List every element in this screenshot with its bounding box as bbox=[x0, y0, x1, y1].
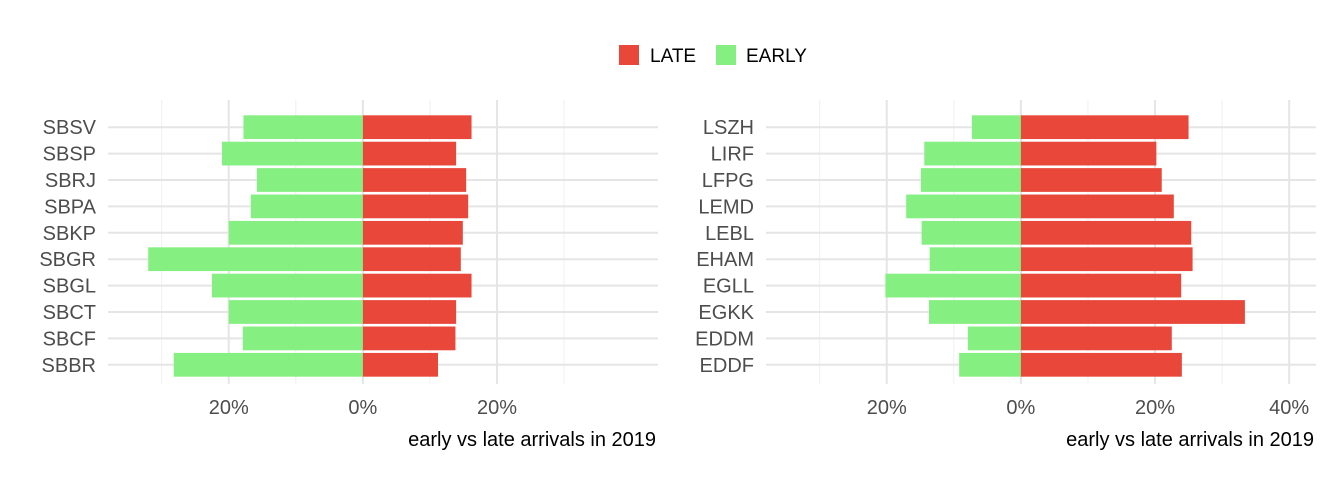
bar-early-eham bbox=[929, 247, 1021, 272]
category-label: EGLL bbox=[703, 276, 754, 298]
x-tick-label: 20% bbox=[477, 397, 517, 419]
category-label: LEMD bbox=[698, 196, 754, 218]
x-axis-title: early vs late arrivals in 2019 bbox=[408, 429, 656, 451]
category-label: SBPA bbox=[44, 196, 97, 218]
category-label: SBRJ bbox=[45, 170, 96, 192]
bar-late-sbrj bbox=[362, 168, 467, 192]
bar-late-eham bbox=[1020, 247, 1193, 272]
category-label: EGKK bbox=[698, 302, 754, 324]
bar-late-eddf bbox=[1020, 352, 1182, 377]
bar-early-lfpg bbox=[920, 168, 1021, 192]
legend-swatch-early bbox=[716, 45, 736, 65]
bar-early-sbgl bbox=[211, 273, 363, 298]
bar-late-lfpg bbox=[1020, 168, 1162, 192]
x-axis-title: early vs late arrivals in 2019 bbox=[1066, 429, 1314, 451]
category-label: SBCT bbox=[43, 302, 96, 324]
x-tick-label: 40% bbox=[1269, 397, 1309, 419]
x-tick-label: 20% bbox=[1135, 397, 1175, 419]
bar-early-sbsp bbox=[222, 141, 363, 166]
bar-late-sbsp bbox=[362, 141, 457, 166]
bar-late-lebl bbox=[1020, 220, 1192, 245]
bar-early-sbrj bbox=[256, 168, 363, 192]
bar-early-lszh bbox=[971, 115, 1021, 140]
category-label: LFPG bbox=[702, 170, 754, 192]
bar-late-lemd bbox=[1020, 194, 1174, 219]
bar-late-lirf bbox=[1020, 141, 1157, 166]
bar-late-sbpa bbox=[362, 194, 469, 219]
bar-early-sbgr bbox=[148, 247, 363, 272]
category-label: EHAM bbox=[696, 249, 754, 271]
bar-late-sbct bbox=[362, 300, 457, 324]
legend-swatch-late bbox=[619, 45, 639, 65]
category-label: EDDM bbox=[695, 328, 754, 350]
legend-label-early: EARLY bbox=[746, 46, 807, 67]
bar-late-egkk bbox=[1020, 300, 1245, 324]
bar-early-lemd bbox=[906, 194, 1021, 219]
bar-early-eddf bbox=[959, 352, 1021, 377]
bar-late-sbgr bbox=[362, 247, 461, 272]
x-tick-label: 20% bbox=[867, 397, 907, 419]
chart-panel-left: SBSV SBSP SBRJ SBPA SBKP SBGR SBGL SBCT SBCF SBBR… bbox=[39, 100, 658, 451]
x-tick-label: 0% bbox=[348, 397, 377, 419]
bar-early-sbsv bbox=[243, 115, 363, 140]
category-label: SBCF bbox=[43, 328, 96, 350]
bar-late-sbsv bbox=[362, 115, 472, 140]
bar-late-sbbr bbox=[362, 352, 438, 377]
bar-early-egll bbox=[885, 273, 1021, 298]
category-label: LSZH bbox=[703, 117, 754, 139]
bar-early-sbkp bbox=[228, 220, 363, 245]
bar-late-sbgl bbox=[362, 273, 472, 298]
bar-early-lirf bbox=[924, 141, 1021, 166]
category-label: SBSP bbox=[43, 144, 96, 166]
bar-early-sbpa bbox=[250, 194, 363, 219]
bar-early-sbbr bbox=[173, 352, 363, 377]
bar-late-eddm bbox=[1020, 326, 1172, 351]
category-label: SBKP bbox=[43, 223, 96, 245]
category-label: SBGR bbox=[39, 249, 96, 271]
bar-late-lszh bbox=[1020, 115, 1189, 140]
legend-label-late: LATE bbox=[650, 46, 696, 67]
category-label: LEBL bbox=[705, 223, 754, 245]
category-label: SBGL bbox=[43, 276, 96, 298]
bar-late-egll bbox=[1020, 273, 1182, 298]
x-tick-label: 20% bbox=[209, 397, 249, 419]
bar-early-sbct bbox=[228, 300, 363, 324]
bar-late-sbkp bbox=[362, 220, 463, 245]
bar-early-eddm bbox=[967, 326, 1021, 351]
legend: LATE EARLY bbox=[619, 45, 807, 67]
category-label: EDDF bbox=[700, 355, 754, 377]
bar-early-lebl bbox=[921, 220, 1021, 245]
category-label: SBSV bbox=[43, 117, 97, 139]
bar-early-sbcf bbox=[242, 326, 363, 351]
category-label: SBBR bbox=[42, 355, 96, 377]
bar-early-egkk bbox=[928, 300, 1021, 324]
category-label: LIRF bbox=[711, 144, 754, 166]
bar-late-sbcf bbox=[362, 326, 456, 351]
chart-panel-right: LSZH LIRF LFPG LEMD LEBL EHAM EGLL EGKK EDDM EDDF… bbox=[695, 100, 1316, 451]
x-tick-label: 0% bbox=[1006, 397, 1035, 419]
